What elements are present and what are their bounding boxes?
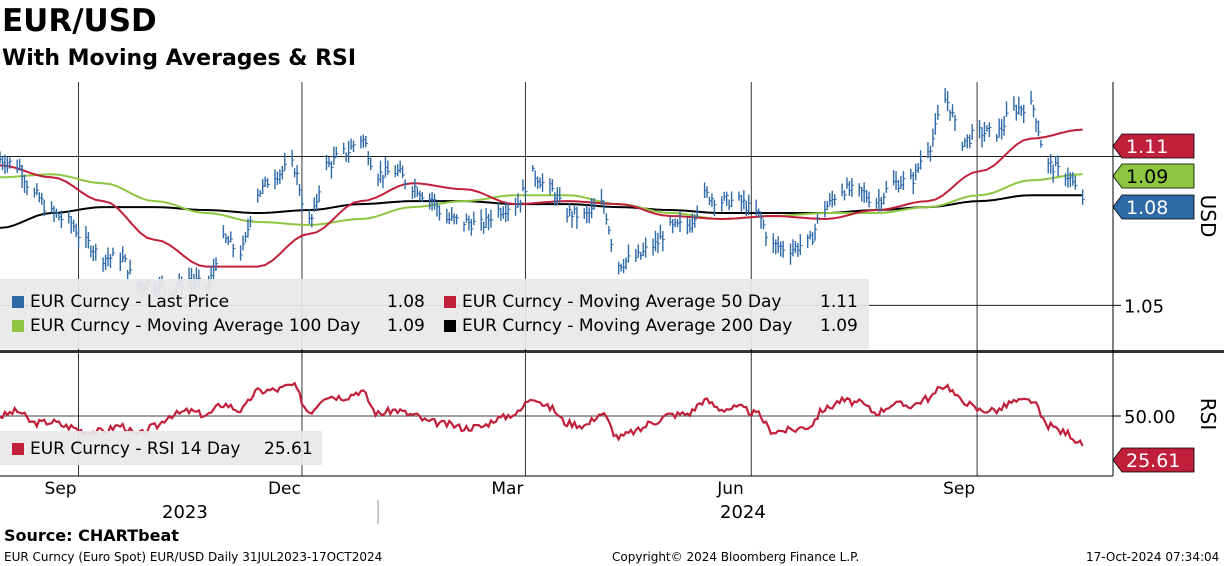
footer-timestamp: 17-Oct-2024 07:34:04 <box>1086 550 1220 564</box>
legend-entry-rsi: EUR Curncy - RSI 14 Day <box>12 437 240 461</box>
chart-subtitle: With Moving Averages & RSI <box>2 46 357 71</box>
legend-value-ma200: 1.09 <box>820 316 858 336</box>
footer-copyright: Copyright© 2024 Bloomberg Finance L.P. <box>612 550 860 564</box>
year-label-2024: 2024 <box>720 502 766 523</box>
series-line-ma100 <box>0 173 1083 226</box>
legend-swatch-last-price <box>12 296 24 308</box>
value-tag-rsi-shape <box>1112 447 1195 473</box>
value-tag-rsi-text: 25.61 <box>1126 450 1180 472</box>
x-tick-label-0: Sep <box>45 479 77 499</box>
price-tick-label: 1.05 <box>1124 296 1164 317</box>
value-tag-last-price-text: 1.08 <box>1126 197 1168 219</box>
value-tag-last-price: 1.08 <box>1112 194 1195 220</box>
legend-value-ma50: 1.11 <box>820 292 858 312</box>
series-line-ma200 <box>0 194 1083 229</box>
value-tag-ma50-text: 1.11 <box>1126 136 1168 158</box>
legend-entry-ma200: EUR Curncy - Moving Average 200 Day <box>444 314 792 338</box>
value-tag-ma100-shape <box>1112 163 1195 189</box>
legend-swatch-ma100 <box>12 320 24 332</box>
value-tag-ma100: 1.09 <box>1112 163 1195 189</box>
source-note: Source: CHARTbeat <box>4 526 179 545</box>
footer-left: EUR Curncy (Euro Spot) EUR/USD Daily 31J… <box>4 550 383 564</box>
legend-label-ma200: EUR Curncy - Moving Average 200 Day <box>462 316 793 336</box>
x-tick-label-3: Jun <box>716 479 744 499</box>
legend-value-ma100: 1.09 <box>387 316 425 336</box>
legend-entry-last-price: EUR Curncy - Last Price <box>12 290 229 314</box>
x-tick-label-4: Sep <box>943 479 975 499</box>
price-plot <box>0 87 1085 301</box>
legend-entry-ma100: EUR Curncy - Moving Average 100 Day <box>12 314 360 338</box>
value-tag-rsi: 25.61 <box>1112 447 1195 473</box>
legend-swatch-ma200 <box>444 320 456 332</box>
rsi-plot <box>0 381 1084 447</box>
legend-swatch-rsi <box>12 443 24 455</box>
legend-value-last-price: 1.08 <box>387 292 425 312</box>
legend-entry-ma50: EUR Curncy - Moving Average 50 Day <box>444 290 782 314</box>
rsi-legend: EUR Curncy - RSI 14 Day 25.61 <box>0 431 322 465</box>
rsi-axis-title: RSI <box>1196 398 1220 431</box>
legend-label-last-price: EUR Curncy - Last Price <box>30 292 230 312</box>
series-line-ma50 <box>0 128 1083 268</box>
x-tick-label-2: Mar <box>491 479 523 499</box>
value-tag-last-price-shape <box>1112 194 1195 220</box>
legend-label-ma50: EUR Curncy - Moving Average 50 Day <box>462 292 782 312</box>
legend-swatch-ma50 <box>444 296 456 308</box>
price-legend: EUR Curncy - Last Price 1.08 EUR Curncy … <box>0 279 869 349</box>
legend-value-rsi: 25.61 <box>264 439 313 459</box>
series-line-rsi <box>0 381 1084 447</box>
value-tag-ma50: 1.11 <box>1112 133 1195 159</box>
year-label-2023: 2023 <box>162 502 208 523</box>
legend-label-ma100: EUR Curncy - Moving Average 100 Day <box>30 316 361 336</box>
axes: Sep Dec Mar Jun Sep 2023 2024 1.05 50.00 USD RSI 1.… <box>45 133 1220 524</box>
value-tag-ma100-text: 1.09 <box>1126 166 1168 188</box>
price-axis-title: USD <box>1196 195 1220 238</box>
rsi-tick-label: 50.00 <box>1124 407 1176 428</box>
legend-label-rsi: EUR Curncy - RSI 14 Day <box>30 439 241 459</box>
chart-title: EUR/USD <box>2 3 157 39</box>
x-tick-label-1: Dec <box>268 479 301 499</box>
value-tag-ma50-shape <box>1112 133 1195 159</box>
